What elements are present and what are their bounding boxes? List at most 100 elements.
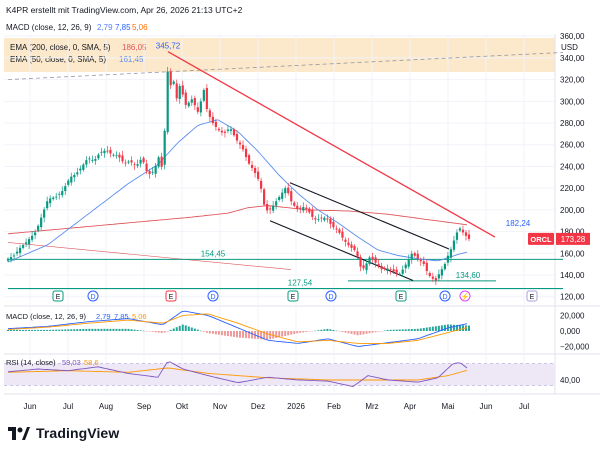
macd-histogram-bar (248, 331, 251, 339)
earnings-marker (287, 290, 299, 302)
candle-body (395, 269, 398, 273)
macd-histogram-bar (434, 326, 437, 331)
candle-body (263, 189, 266, 205)
candle-body (422, 261, 425, 264)
price-pane (4, 34, 555, 306)
candle-body (184, 92, 187, 105)
macd-histogram-bar (88, 328, 91, 331)
logo-text: TradingView (36, 425, 120, 441)
candle-body (317, 218, 320, 220)
candle-body (118, 154, 121, 158)
macd-histogram-bar (242, 331, 245, 338)
earnings-marker-label: E (56, 294, 61, 301)
candle-body (172, 81, 175, 84)
price-tick-label: 360,00 (560, 32, 585, 41)
candle-body (362, 265, 365, 269)
candle-body (434, 278, 437, 281)
candle-body (139, 159, 142, 164)
macd-histogram-bar (392, 329, 395, 331)
macd-histogram-bar (317, 330, 320, 331)
candle-body (253, 167, 257, 173)
rsi-pane: RSI (14, close) 59,03 58,6 40,00 (4, 358, 581, 387)
macd-tick-label: 20,000 (560, 311, 585, 320)
macd-histogram-bar (302, 331, 305, 333)
candle-body (12, 255, 16, 257)
candle-body (6, 258, 10, 261)
macd-histogram-bar (25, 329, 28, 331)
macd-histogram-bar (266, 331, 269, 340)
signal-line (7, 313, 468, 344)
macd-histogram-bar (338, 331, 341, 332)
candle-body (166, 71, 169, 133)
candle-body (52, 197, 55, 200)
candle-body (404, 264, 407, 269)
time-axis: Jun Jul Aug Sep Okt Nov Dez 2026 Feb Mrz Apr Mai Jun… (24, 402, 530, 411)
candle-body (278, 196, 281, 201)
time-tick-label: Apr (404, 402, 417, 411)
candle-body (151, 171, 154, 173)
macd-histogram-bar (103, 328, 106, 331)
macd-histogram-bar (226, 331, 229, 337)
candle-body (250, 164, 254, 168)
candle-body (55, 196, 58, 198)
annotations: 345,72 182,24 154,45 127,54 134,60 ORCL 173,28 (156, 42, 590, 288)
macd-histogram-bar (34, 329, 37, 331)
candle-body (70, 176, 73, 183)
candle-body (347, 242, 350, 246)
candle-body (49, 198, 52, 204)
candle-body (353, 245, 356, 251)
macd-histogram-bar (64, 329, 67, 331)
macd-histogram-bar (49, 329, 52, 331)
macd-histogram-bar (169, 329, 172, 331)
candle-body (383, 267, 386, 270)
candle-body (416, 253, 419, 259)
candle-body (256, 171, 260, 179)
candle-body (238, 142, 242, 145)
macd-histogram-bar (314, 330, 317, 332)
candle-body (148, 171, 151, 174)
channel-upper-line (289, 182, 450, 250)
candle-body (58, 193, 61, 195)
macd-histogram-bar (365, 331, 368, 334)
macd-histogram-bar (305, 331, 308, 332)
time-tick-label: Jul (63, 402, 73, 411)
macd-histogram-bar (308, 331, 311, 332)
candle-body (247, 155, 251, 164)
candle-body (272, 205, 275, 211)
macd-histogram-bar (7, 329, 9, 331)
macd-histogram-bar (196, 329, 199, 331)
rsi-pane-value: 58,6 (84, 358, 99, 367)
macd-histogram-bar (205, 331, 208, 333)
candle-body (154, 166, 157, 174)
event-markers: E D E D E D E D ⚡ E (52, 290, 538, 302)
dashed-resistance-ray (7, 52, 564, 80)
candle-body (97, 154, 100, 159)
time-tick-label: Sep (137, 402, 152, 411)
macd-histogram-bar (443, 324, 446, 331)
candle-body (76, 172, 79, 175)
macd-histogram-bar (100, 328, 103, 331)
legend-panel (4, 38, 555, 72)
ema200-line (7, 205, 468, 235)
ema200-value: 186,05 (122, 43, 147, 52)
rsi-tick-label: 40,00 (560, 376, 581, 385)
candle-body (220, 130, 224, 133)
candle-body (419, 259, 422, 262)
dividend-marker (207, 290, 219, 302)
price-tick-label: 140,00 (560, 271, 585, 280)
price-tick-label: 260,00 (560, 141, 585, 150)
dividend-marker-label: D (90, 294, 95, 301)
dividend-marker (325, 290, 337, 302)
rsi-pane-value: 59,03 (62, 358, 81, 367)
candle-body (284, 188, 287, 194)
header-caption: K4PR erstellt mit TradingView.com, Apr 2… (6, 5, 243, 15)
orcl-symbol-label: ORCL (530, 235, 552, 244)
macd-histogram-bar (386, 329, 389, 331)
candle-body (293, 202, 296, 206)
macd-histogram-bar (181, 324, 184, 331)
macd-histogram-bar (214, 331, 217, 335)
macd-histogram-bar (413, 328, 416, 331)
macd-histogram-bar (293, 331, 296, 334)
earnings-marker (395, 290, 407, 302)
macd-tick-label: 0,000 (560, 327, 581, 336)
